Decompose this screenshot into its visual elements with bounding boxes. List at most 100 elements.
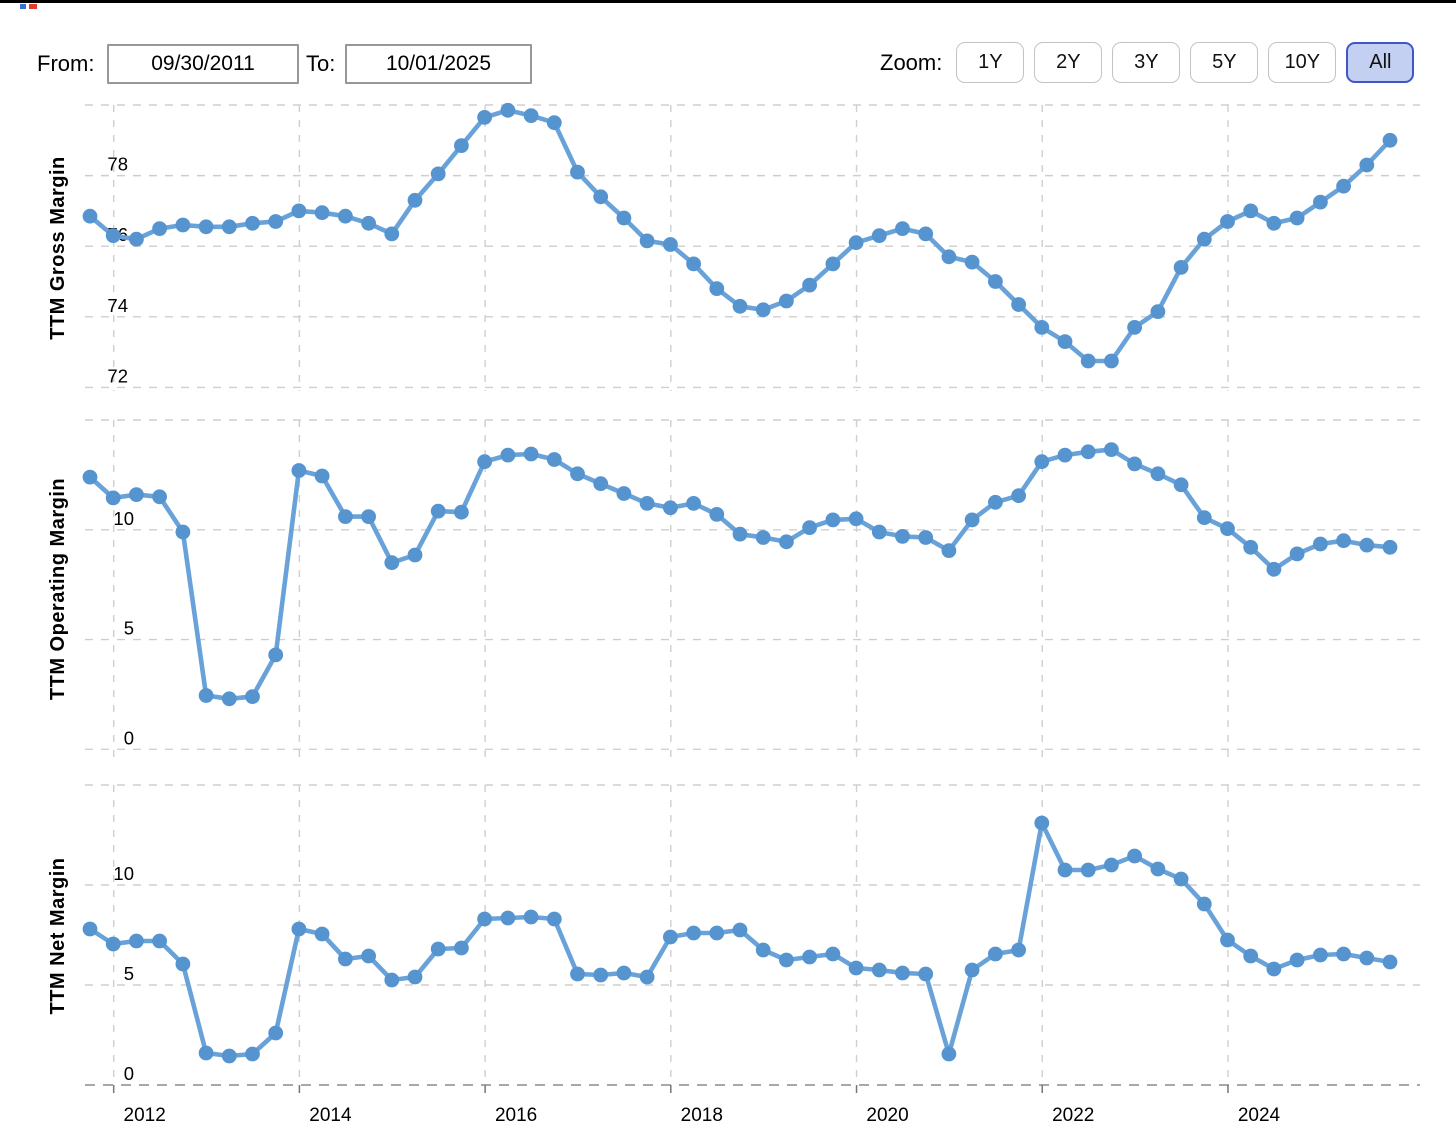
data-point[interactable]	[1150, 466, 1166, 482]
data-point[interactable]	[779, 293, 794, 309]
data-point[interactable]	[291, 203, 307, 219]
data-point[interactable]	[593, 189, 609, 205]
data-point[interactable]	[871, 962, 887, 978]
data-point[interactable]	[895, 221, 910, 237]
data-point[interactable]	[755, 302, 771, 318]
data-point[interactable]	[1243, 948, 1259, 964]
data-point[interactable]	[941, 543, 957, 558]
data-point[interactable]	[964, 254, 980, 270]
data-point[interactable]	[825, 946, 841, 962]
data-point[interactable]	[454, 138, 469, 154]
data-point[interactable]	[198, 688, 214, 703]
data-point[interactable]	[663, 929, 678, 945]
data-point[interactable]	[314, 468, 330, 484]
data-point[interactable]	[616, 210, 632, 226]
data-point[interactable]	[430, 503, 446, 519]
zoom-5y-button[interactable]: 5Y	[1190, 42, 1259, 83]
data-point[interactable]	[523, 108, 539, 123]
data-point[interactable]	[570, 466, 585, 482]
data-point[interactable]	[1196, 510, 1212, 526]
data-point[interactable]	[384, 972, 400, 988]
data-point[interactable]	[941, 1046, 957, 1062]
data-point[interactable]	[198, 219, 214, 235]
data-point[interactable]	[1127, 848, 1142, 864]
data-point[interactable]	[1313, 194, 1328, 210]
data-point[interactable]	[570, 966, 585, 982]
data-point[interactable]	[523, 909, 539, 925]
data-point[interactable]	[1104, 442, 1119, 457]
data-point[interactable]	[802, 277, 817, 293]
data-point[interactable]	[338, 208, 353, 224]
data-point[interactable]	[871, 228, 887, 244]
data-point[interactable]	[152, 489, 168, 505]
data-point[interactable]	[593, 476, 609, 492]
data-point[interactable]	[221, 1048, 237, 1064]
data-point[interactable]	[1057, 862, 1073, 878]
data-point[interactable]	[1034, 815, 1050, 831]
data-point[interactable]	[1034, 320, 1050, 335]
data-point[interactable]	[245, 689, 260, 704]
data-point[interactable]	[779, 952, 794, 968]
data-point[interactable]	[1080, 444, 1096, 460]
data-point[interactable]	[1011, 297, 1026, 312]
data-point[interactable]	[802, 520, 817, 535]
data-point[interactable]	[825, 256, 841, 272]
data-point[interactable]	[361, 948, 376, 964]
data-point[interactable]	[1127, 320, 1142, 335]
data-point[interactable]	[1289, 952, 1305, 968]
data-point[interactable]	[384, 226, 400, 242]
data-point[interactable]	[1220, 521, 1235, 537]
data-point[interactable]	[1243, 539, 1259, 555]
data-point[interactable]	[825, 512, 841, 528]
data-point[interactable]	[918, 530, 934, 545]
data-point[interactable]	[1336, 533, 1351, 549]
data-point[interactable]	[1266, 961, 1282, 977]
data-point[interactable]	[1313, 536, 1328, 552]
data-point[interactable]	[314, 926, 330, 942]
data-point[interactable]	[361, 215, 376, 231]
data-point[interactable]	[1220, 932, 1235, 948]
data-point[interactable]	[454, 504, 469, 520]
data-point[interactable]	[755, 942, 771, 958]
zoom-1y-button[interactable]: 1Y	[956, 42, 1025, 83]
data-point[interactable]	[593, 967, 609, 983]
data-point[interactable]	[709, 925, 725, 941]
data-point[interactable]	[245, 215, 260, 231]
data-point[interactable]	[1173, 260, 1189, 275]
data-point[interactable]	[314, 205, 330, 221]
data-point[interactable]	[500, 447, 516, 463]
data-point[interactable]	[546, 115, 562, 131]
data-point[interactable]	[779, 534, 794, 550]
data-point[interactable]	[755, 530, 771, 545]
data-point[interactable]	[268, 647, 284, 663]
data-point[interactable]	[430, 166, 446, 182]
data-point[interactable]	[616, 965, 632, 981]
data-point[interactable]	[338, 951, 353, 967]
data-point[interactable]	[941, 249, 957, 265]
zoom-3y-button[interactable]: 3Y	[1112, 42, 1181, 83]
data-point[interactable]	[964, 962, 980, 978]
data-point[interactable]	[686, 925, 701, 941]
data-point[interactable]	[639, 969, 655, 985]
data-point[interactable]	[361, 509, 376, 524]
data-point[interactable]	[1336, 946, 1351, 962]
data-point[interactable]	[105, 936, 121, 952]
data-point[interactable]	[268, 214, 284, 229]
data-point[interactable]	[1243, 203, 1259, 219]
data-point[interactable]	[848, 960, 864, 976]
data-point[interactable]	[709, 281, 725, 296]
data-point[interactable]	[848, 511, 864, 527]
data-point[interactable]	[1313, 947, 1328, 963]
zoom-2y-button[interactable]: 2Y	[1034, 42, 1103, 83]
data-point[interactable]	[105, 228, 121, 244]
data-point[interactable]	[338, 509, 353, 524]
data-point[interactable]	[1382, 954, 1398, 970]
date-to-input[interactable]	[345, 44, 532, 84]
data-point[interactable]	[988, 946, 1003, 962]
data-point[interactable]	[1382, 539, 1398, 555]
data-point[interactable]	[1011, 488, 1026, 504]
data-point[interactable]	[1080, 353, 1096, 369]
data-point[interactable]	[1034, 454, 1050, 470]
data-point[interactable]	[663, 500, 678, 516]
data-point[interactable]	[1104, 857, 1119, 873]
